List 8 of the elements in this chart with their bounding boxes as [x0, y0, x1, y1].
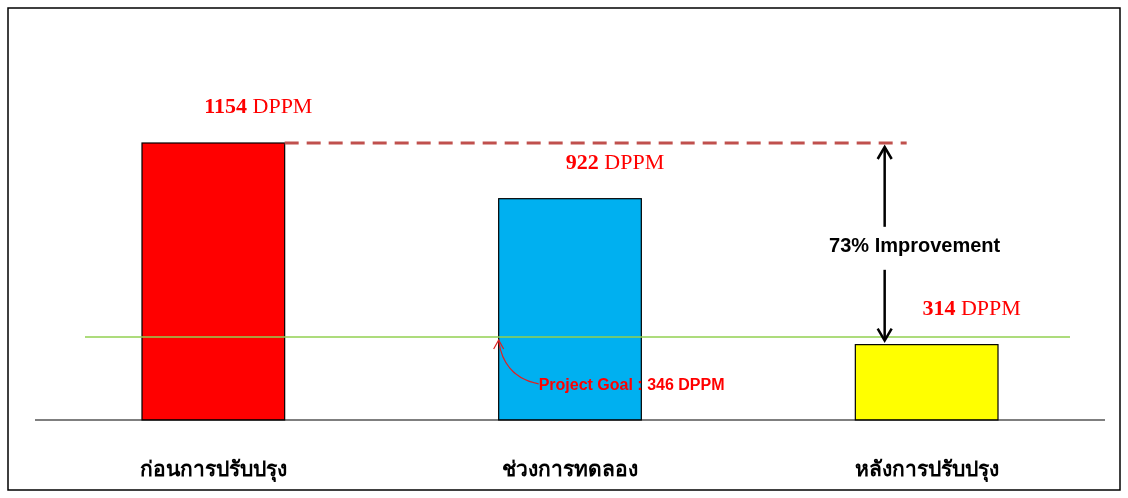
ref-line-label: Project Goal : 346 DPPM — [538, 375, 725, 393]
x-tick-label: ช่วงการทดลอง — [502, 457, 638, 481]
data-label: 922 DPPM — [565, 148, 665, 174]
x-tick-label: หลังการปรับปรุง — [854, 457, 999, 483]
data-label: 314 DPPM — [922, 294, 1021, 320]
data-label: 1154 DPPM — [204, 93, 313, 118]
annotation: 73% Improvement — [829, 233, 1001, 256]
x-tick-label: ก่อนการปรับปรุง — [139, 457, 287, 483]
